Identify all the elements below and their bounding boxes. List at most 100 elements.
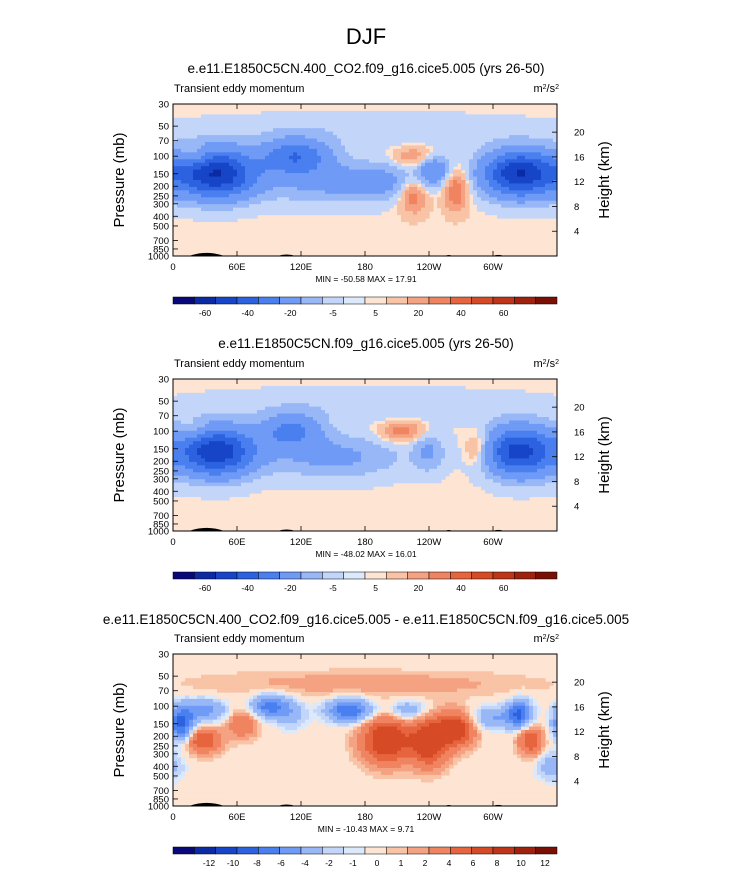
contour-cell [353, 190, 358, 195]
contour-cell [369, 110, 374, 115]
contour-cell [317, 207, 322, 212]
contour-cell [181, 455, 186, 460]
contour-cell [253, 176, 258, 181]
contour-cell [325, 145, 330, 150]
contour-cell [213, 420, 218, 425]
contour-cell [241, 451, 246, 456]
contour-cell [345, 142, 350, 147]
contour-cell [241, 444, 246, 449]
contour-cell [381, 410, 386, 415]
contour-cell [337, 135, 342, 140]
contour-cell [281, 207, 286, 212]
contour-cell [477, 131, 482, 136]
contour-cell [305, 455, 310, 460]
contour-cell [229, 148, 234, 153]
contour-cell [333, 176, 338, 181]
contour-cell [321, 121, 326, 126]
contour-cell [357, 142, 362, 147]
contour-cell [229, 211, 234, 216]
contour-cell [237, 392, 242, 397]
contour-cell [449, 420, 454, 425]
contour-cell [401, 152, 406, 157]
contour-cell [441, 389, 446, 394]
contour-cell [437, 152, 442, 157]
contour-cell [365, 420, 370, 425]
contour-cell [401, 114, 406, 119]
contour-cell [553, 145, 557, 150]
contour-cell [429, 142, 434, 147]
contour-cell [509, 186, 514, 191]
contour-cell [445, 392, 450, 397]
contour-cell [229, 437, 234, 442]
contour-cell [377, 176, 382, 181]
contour-cell [437, 121, 442, 126]
contour-cell [401, 434, 406, 439]
contour-cell [265, 162, 270, 167]
contour-cell [437, 131, 442, 136]
contour-cell [385, 124, 390, 129]
contour-cell [405, 138, 410, 143]
contour-cell [397, 117, 402, 122]
contour-cell [177, 430, 182, 435]
contour-cell [213, 427, 218, 432]
contour-cell [461, 461, 466, 466]
contour-cell [197, 166, 202, 171]
contour-cell [533, 434, 538, 439]
contour-cell [257, 124, 262, 129]
contour-cell [409, 190, 414, 195]
contour-cell [173, 121, 178, 126]
contour-cell [301, 444, 306, 449]
contour-cell [397, 204, 402, 209]
contour-cell [405, 396, 410, 401]
contour-cell [221, 455, 226, 460]
contour-cell [405, 148, 410, 153]
contour-cell [509, 142, 514, 147]
contour-cell [309, 159, 314, 164]
contour-cell [217, 451, 222, 456]
contour-cell [549, 169, 554, 174]
contour-cell [329, 455, 334, 460]
contour-cell [229, 204, 234, 209]
contour-cell [409, 135, 414, 140]
contour-cell [285, 155, 290, 160]
contour-cell [533, 417, 538, 422]
contour-cell [281, 169, 286, 174]
contour-cell [365, 176, 370, 181]
contour-cell [553, 121, 557, 126]
contour-cell [233, 148, 238, 153]
contour-cell [429, 441, 434, 446]
contour-cell [437, 441, 442, 446]
contour-cell [413, 441, 418, 446]
contour-cell [229, 138, 234, 143]
contour-cell [237, 124, 242, 129]
contour-cell [237, 448, 242, 453]
contour-cell [357, 117, 362, 122]
contour-cell [501, 437, 506, 442]
contour-cell [189, 180, 194, 185]
contour-cell [421, 430, 426, 435]
contour-cell [217, 437, 222, 442]
contour-cell [265, 110, 270, 115]
contour-cell [249, 434, 254, 439]
contour-cell [509, 117, 514, 122]
contour-cell [281, 420, 286, 425]
contour-cell [537, 399, 542, 404]
contour-cell [253, 399, 258, 404]
contour-cell [273, 211, 278, 216]
contour-cell [301, 420, 306, 425]
contour-cell [373, 180, 378, 185]
contour-cell [269, 207, 274, 212]
contour-cell [521, 455, 526, 460]
contour-cell [369, 396, 374, 401]
contour-cell [509, 159, 514, 164]
contour-cell [365, 131, 370, 136]
contour-cell [209, 211, 214, 216]
contour-cell [325, 207, 330, 212]
contour-cell [421, 455, 426, 460]
contour-cell [537, 197, 542, 202]
contour-cell [265, 121, 270, 126]
contour-cell [453, 406, 458, 411]
contour-cell [293, 441, 298, 446]
contour-cell [273, 396, 278, 401]
contour-cell [517, 455, 522, 460]
